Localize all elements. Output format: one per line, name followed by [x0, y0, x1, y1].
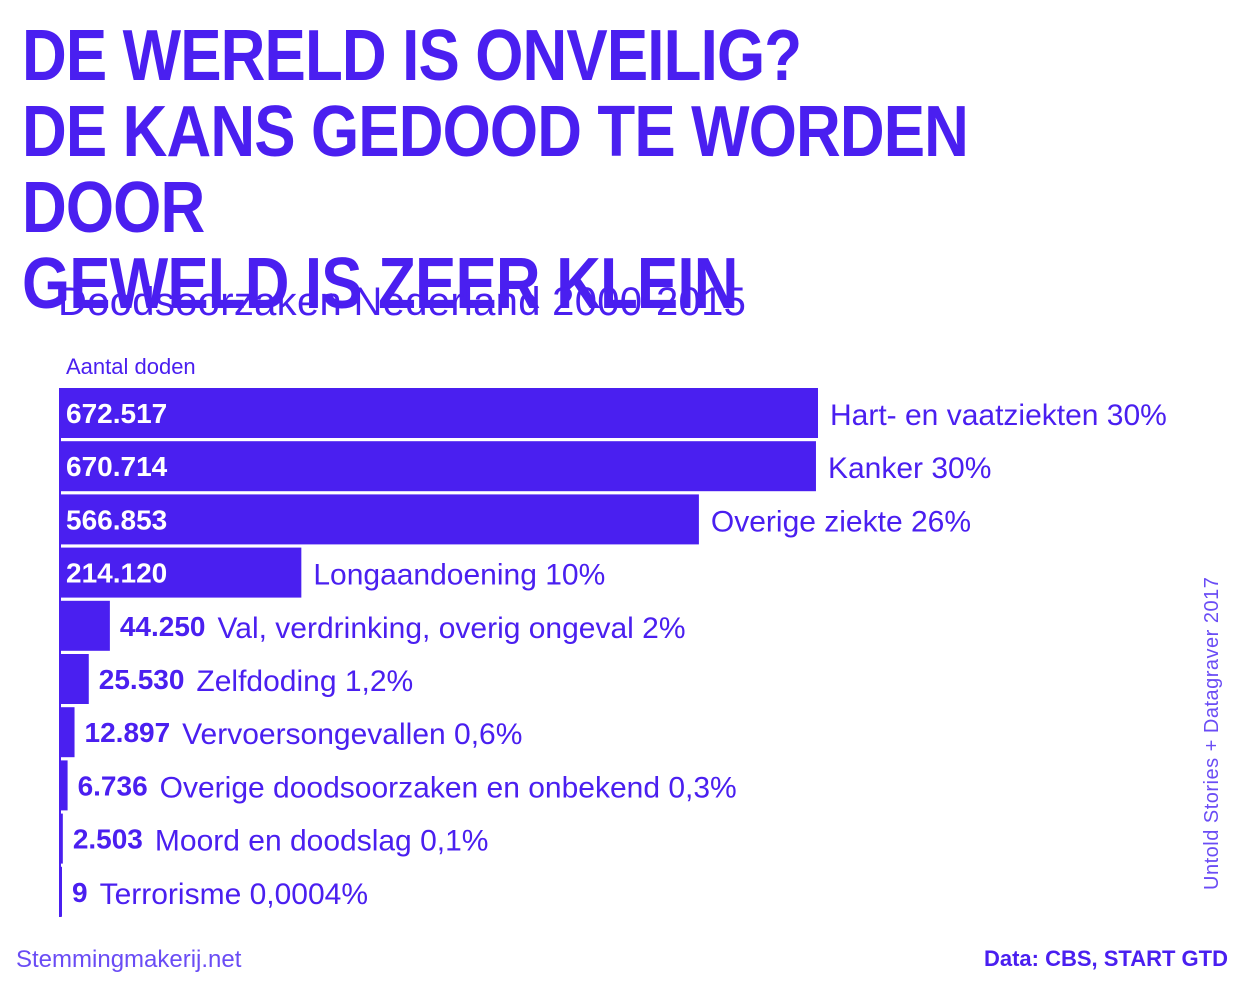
bar: [60, 494, 699, 545]
bar: [60, 654, 89, 704]
value-label: 2.503: [73, 824, 143, 855]
bar: [60, 813, 63, 864]
axis-label: Aantal doden: [66, 354, 196, 379]
value-label: 6.736: [78, 770, 148, 801]
value-label: 44.250: [120, 611, 206, 642]
bar: [60, 707, 75, 758]
value-label: 566.853: [66, 504, 167, 535]
category-label: Zelfdoding 1,2%: [196, 665, 413, 698]
bar: [60, 600, 110, 651]
category-label: Hart- en vaatziekten 30%: [830, 399, 1167, 432]
credit-text: Untold Stories + Datagraver 2017: [1201, 576, 1223, 890]
value-label: 672.517: [66, 398, 167, 429]
bar: [60, 866, 62, 917]
site-link[interactable]: Stemmingmakerij.net: [16, 946, 242, 973]
category-label: Overige ziekte 26%: [711, 505, 971, 538]
bar: [60, 547, 302, 598]
bar: [60, 441, 816, 492]
chart-title: Doodsoorzaken Nederland 2000-2015: [58, 280, 747, 324]
category-label: Overige doodsoorzaken en onbekend 0,3%: [160, 771, 737, 804]
category-label: Terrorisme 0,0004%: [100, 878, 368, 911]
bar: [60, 760, 68, 811]
category-label: Vervoersongevallen 0,6%: [182, 718, 522, 751]
value-label: 9: [72, 877, 88, 908]
category-label: Val, verdrinking, overig ongeval 2%: [218, 612, 686, 645]
value-label: 670.714: [66, 451, 168, 482]
category-label: Moord en doodslag 0,1%: [155, 825, 489, 858]
headline: DE WERELD IS ONVEILIG? DE KANS GEDOOD TE…: [22, 18, 1078, 322]
category-label: Longaandoening 10%: [313, 559, 605, 592]
data-source: Data: CBS, START GTD: [983, 946, 1228, 971]
bar: [60, 388, 818, 438]
headline-line-2: DE KANS GEDOOD TE WORDEN DOOR: [22, 92, 969, 248]
headline-line-1: DE WERELD IS ONVEILIG?: [22, 16, 802, 96]
headline-line-3: GEWELD IS ZEER KLEIN: [22, 244, 738, 324]
category-label: Kanker 30%: [828, 452, 991, 485]
value-label: 214.120: [66, 558, 167, 589]
value-label: 12.897: [85, 717, 171, 748]
value-label: 25.530: [99, 664, 185, 695]
